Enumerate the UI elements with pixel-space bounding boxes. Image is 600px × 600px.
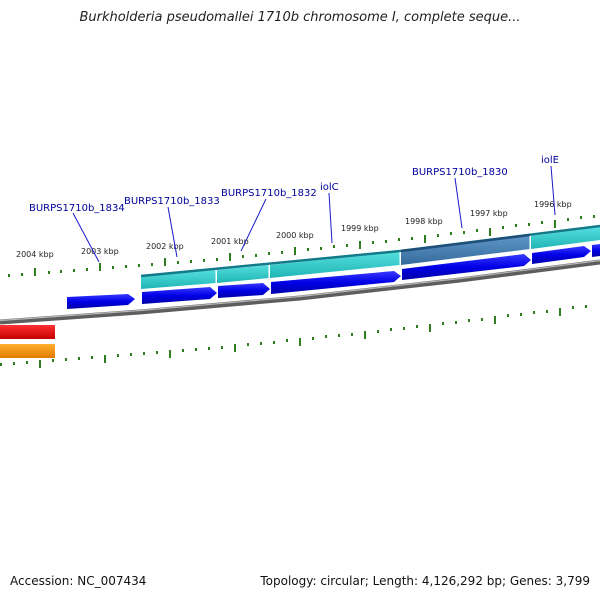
gene-label-BURPS1710b_1832[interactable]: BURPS1710b_1832	[221, 188, 317, 199]
cds-band-segment[interactable]	[401, 236, 530, 265]
cds-band-segment[interactable]	[270, 252, 400, 278]
gene-leader-lines	[72, 165, 556, 263]
gene-label-BURPS1710b_1834[interactable]: BURPS1710b_1834	[29, 203, 125, 214]
kbp-label-2002: 2002 kbp	[146, 242, 184, 251]
gene-arrow-iolE[interactable]	[532, 246, 591, 264]
accession-text: Accession: NC_007434	[10, 574, 147, 588]
gene-label-BURPS1710b_1830[interactable]: BURPS1710b_1830	[412, 167, 508, 178]
kbp-label-2003: 2003 kbp	[81, 247, 119, 256]
gene-arrow-BURPS1710b_1830[interactable]	[402, 254, 531, 280]
gene-arrow-next[interactable]	[592, 244, 600, 257]
cds-band-top-edge	[140, 224, 600, 278]
gene-arrow-BURPS1710b_1832[interactable]	[218, 283, 270, 298]
kbp-label-1996: 1996 kbp	[534, 200, 572, 209]
gene-arrow-BURPS1710b_1834[interactable]	[67, 294, 135, 309]
gene-arrow-BURPS1710b_1833[interactable]	[142, 287, 217, 304]
gene-labels: BURPS1710b_1834 BURPS1710b_1833 BURPS171…	[29, 155, 559, 214]
gene-track	[67, 244, 600, 309]
kbp-label-1998: 1998 kbp	[405, 217, 443, 226]
cds-band-segment[interactable]	[217, 265, 269, 283]
feature-orange-block[interactable]	[0, 344, 55, 358]
cds-band-segment[interactable]	[531, 227, 600, 249]
gene-arrow-iolC[interactable]	[271, 271, 401, 294]
kbp-label-1997: 1997 kbp	[470, 209, 508, 218]
gene-label-iolC[interactable]: iolC	[320, 182, 339, 193]
map-title: Burkholderia pseudomallei 1710b chromoso…	[79, 10, 521, 25]
feature-red-block[interactable]	[0, 325, 55, 339]
minor-ticks	[8, 215, 595, 277]
kbp-label-2004: 2004 kbp	[16, 250, 54, 259]
upper-tick-ring	[8, 215, 595, 277]
cds-band-track	[140, 224, 600, 289]
kbp-label-2000: 2000 kbp	[276, 231, 314, 240]
kbp-label-2001: 2001 kbp	[211, 237, 249, 246]
major-ticks	[34, 220, 556, 276]
lower-tick-ring	[0, 305, 587, 368]
kbp-label-1999: 1999 kbp	[341, 224, 379, 233]
gene-label-iolE[interactable]: iolE	[541, 155, 559, 166]
cds-band-top-edge-dark	[400, 233, 531, 253]
kbp-labels: 2004 kbp 2003 kbp 2002 kbp 2001 kbp 2000…	[16, 200, 572, 259]
gene-label-BURPS1710b_1833[interactable]: BURPS1710b_1833	[124, 196, 220, 207]
genome-backbone	[0, 259, 600, 325]
topology-text: Topology: circular; Length: 4,126,292 bp…	[260, 574, 590, 588]
